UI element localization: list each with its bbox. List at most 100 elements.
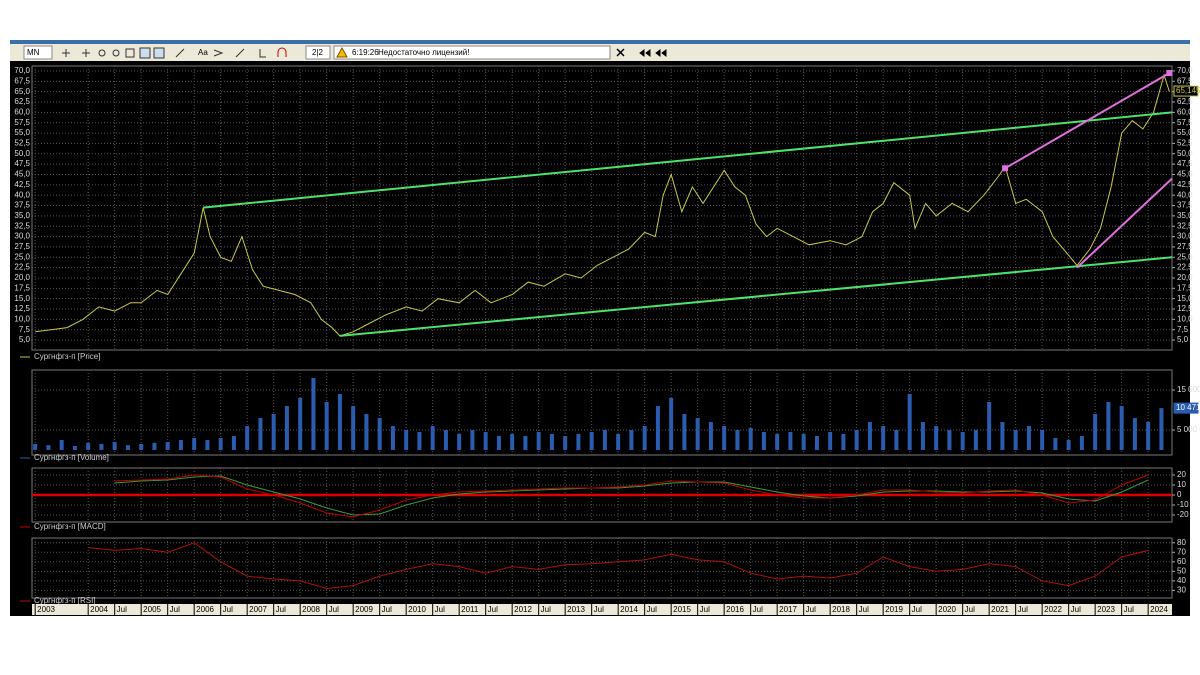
y-tick-label: 40 xyxy=(1177,576,1186,585)
volume-bar xyxy=(549,434,554,450)
volume-bar xyxy=(443,430,448,450)
volume-bar xyxy=(364,414,369,450)
volume-bar xyxy=(722,426,727,450)
volume-bar xyxy=(496,436,501,450)
y-tick-label: 37,5 xyxy=(1177,201,1193,210)
y-tick-label: 35,0 xyxy=(1177,211,1193,220)
volume-bar xyxy=(642,426,647,450)
y-tick-label: 10 xyxy=(1177,480,1186,489)
x-tick-label: Jul xyxy=(276,605,286,614)
x-tick-label: Jul xyxy=(753,605,763,614)
volume-bar xyxy=(629,430,634,450)
y-tick-label: 70,0 xyxy=(1177,66,1193,75)
volume-bar xyxy=(669,398,674,450)
x-tick-label: 2021 xyxy=(991,605,1009,614)
y-tick-label: 52,5 xyxy=(1177,139,1193,148)
last-value-label: 65,145 xyxy=(1176,86,1200,95)
y-tick-label-left: 10,0 xyxy=(14,314,30,323)
x-tick-label: 2006 xyxy=(196,605,214,614)
x-tick-label: 2014 xyxy=(620,605,638,614)
y-tick-label: 67,5 xyxy=(1177,76,1193,85)
x-tick-label: 2019 xyxy=(885,605,903,614)
volume-bar xyxy=(178,440,183,450)
x-tick-label: 2020 xyxy=(938,605,956,614)
y-tick-label-left: 70,0 xyxy=(14,66,30,75)
windows-box[interactable] xyxy=(305,45,331,60)
y-tick-label: 7,5 xyxy=(1177,325,1189,334)
message-box xyxy=(333,45,611,60)
y-tick-label-left: 20,0 xyxy=(14,273,30,282)
series-line xyxy=(88,542,1149,590)
x-tick-label: Jul xyxy=(1124,605,1134,614)
y-tick-label: 22,5 xyxy=(1177,263,1193,272)
volume-bar xyxy=(46,445,51,450)
trendline-anchor xyxy=(1002,165,1009,172)
x-tick-label: 2024 xyxy=(1150,605,1168,614)
y-tick-label: 62,5 xyxy=(1177,97,1193,106)
volume-bar xyxy=(788,432,793,450)
volume-bar xyxy=(324,402,329,450)
y-tick-label: 40,0 xyxy=(1177,190,1193,199)
volume-bar xyxy=(828,432,833,450)
trendline xyxy=(339,256,1173,337)
y-tick-label-left: 32,5 xyxy=(14,221,30,230)
y-tick-label: 12,5 xyxy=(1177,304,1193,313)
volume-bar xyxy=(483,432,488,450)
x-tick-label: 2008 xyxy=(302,605,320,614)
y-tick-label: 60,0 xyxy=(1177,107,1193,116)
volume-bar xyxy=(417,432,422,450)
volume-bar xyxy=(881,426,886,450)
panel-frame xyxy=(31,537,1173,599)
text-tool[interactable]: Aa xyxy=(198,48,208,57)
volume-bar xyxy=(934,426,939,450)
volume-bar xyxy=(1159,408,1164,450)
volume-bar xyxy=(602,430,607,450)
x-tick-label: Jul xyxy=(859,605,869,614)
x-tick-label: Jul xyxy=(806,605,816,614)
volume-bar xyxy=(761,432,766,450)
y-tick-label: 15 000 xyxy=(1177,385,1200,394)
volume-bar xyxy=(682,414,687,450)
y-tick-label: 30 xyxy=(1177,585,1186,594)
y-tick-label-left: 57,5 xyxy=(14,118,30,127)
period[interactable]: MN xyxy=(27,48,40,57)
volume-bar xyxy=(205,440,210,450)
volume-bar xyxy=(1132,418,1137,450)
volume-bar xyxy=(231,436,236,450)
terminal-window xyxy=(10,40,1190,616)
volume-bar xyxy=(907,394,912,450)
toolbar-icons[interactable] xyxy=(62,47,287,59)
legend-label: Сургнфгз-п [MACD] xyxy=(34,522,106,531)
x-tick-label: 2005 xyxy=(143,605,161,614)
y-tick-label: 45,0 xyxy=(1177,170,1193,179)
panels: 5,05,07,57,510,010,012,512,515,015,017,5… xyxy=(14,65,1200,615)
y-tick-label: 10,0 xyxy=(1177,314,1193,323)
y-tick-label: 80 xyxy=(1177,538,1186,547)
x-tick-label: Jul xyxy=(223,605,233,614)
volume-bar xyxy=(708,422,713,450)
volume-bar xyxy=(33,444,38,450)
volume-bar xyxy=(1000,422,1005,450)
volume-bar xyxy=(854,430,859,450)
y-tick-label: 50 xyxy=(1177,566,1186,575)
last-value-box xyxy=(1173,402,1199,414)
volume-bar xyxy=(735,430,740,450)
y-tick-label: 57,5 xyxy=(1177,118,1193,127)
y-tick-label-left: 45,0 xyxy=(14,170,30,179)
volume-bar xyxy=(72,446,77,450)
x-tick-label: 2017 xyxy=(779,605,797,614)
volume-bar xyxy=(351,406,356,450)
legend-label: Сургнфгз-п [Price] xyxy=(34,352,100,361)
x-tick-label: Jul xyxy=(965,605,975,614)
x-tick-label: Jul xyxy=(435,605,445,614)
volume-bar xyxy=(1026,426,1031,450)
volume-bar xyxy=(298,398,303,450)
x-tick-label: 2018 xyxy=(832,605,850,614)
nav-buttons[interactable] xyxy=(616,48,667,57)
volume-bar xyxy=(404,430,409,450)
y-tick-label: 15,0 xyxy=(1177,294,1193,303)
period-box[interactable] xyxy=(23,45,53,60)
y-tick-label: 20,0 xyxy=(1177,273,1193,282)
volume-bar xyxy=(987,402,992,450)
y-tick-label: 30,0 xyxy=(1177,232,1193,241)
